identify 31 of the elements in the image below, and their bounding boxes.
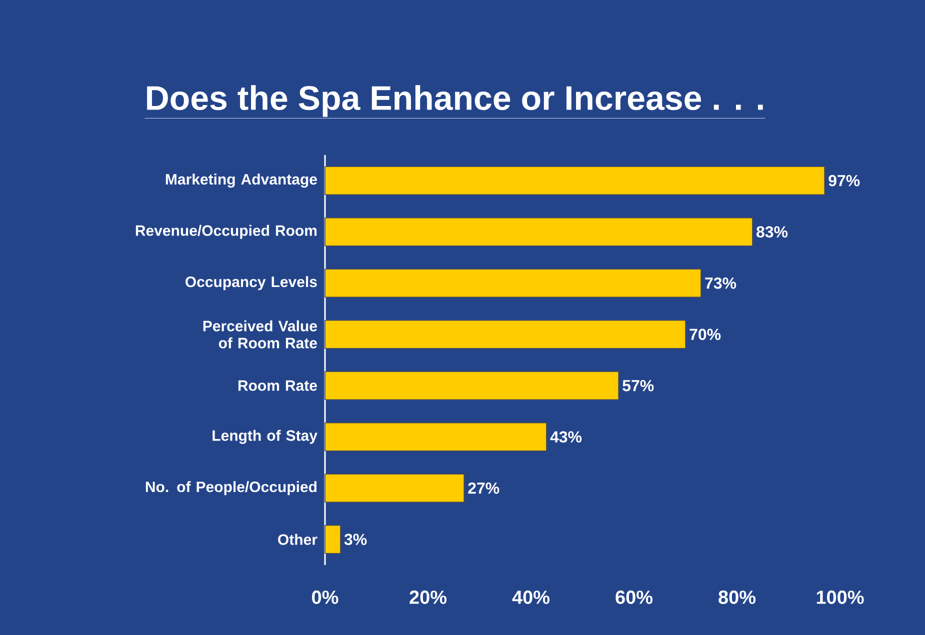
data-label: 3%	[344, 534, 367, 546]
data-label: 43%	[550, 431, 582, 443]
y-tick-label: No. of People/Occupied	[146, 481, 316, 496]
bar	[324, 371, 619, 400]
chart-title: Does the Spa Enhance or Increase . . .	[147, 85, 763, 117]
y-tick-label: Length of Stay	[212, 430, 318, 444]
y-tick-label: Other	[278, 534, 318, 545]
data-label: 73%	[705, 277, 736, 289]
bar	[324, 524, 341, 554]
x-tick-label: 80%	[718, 590, 756, 604]
y-tick-label: Occupancy Levels	[186, 276, 317, 290]
bar	[324, 474, 464, 503]
data-label: 27%	[468, 482, 500, 494]
bar	[324, 268, 702, 298]
y-tick-label: Perceived Value of Room Rate	[203, 320, 317, 348]
y-tick-label: Room Rate	[238, 380, 317, 391]
x-tick-label: 20%	[410, 590, 447, 604]
data-label: 97%	[828, 174, 860, 186]
bar	[324, 320, 686, 349]
data-label: 57%	[622, 380, 654, 392]
y-tick-label: Revenue/Occupied Room	[136, 224, 317, 239]
x-tick-label: 60%	[616, 590, 653, 604]
bar	[324, 217, 753, 246]
x-tick-label: 40%	[512, 590, 550, 604]
data-label: 83%	[756, 226, 788, 238]
x-tick-label: 0%	[312, 590, 338, 604]
y-tick-label: Marketing Advantage	[166, 174, 317, 188]
data-label: 70%	[690, 328, 721, 340]
x-tick-label: 100%	[816, 590, 864, 604]
bar	[324, 422, 547, 452]
bar	[324, 166, 825, 196]
